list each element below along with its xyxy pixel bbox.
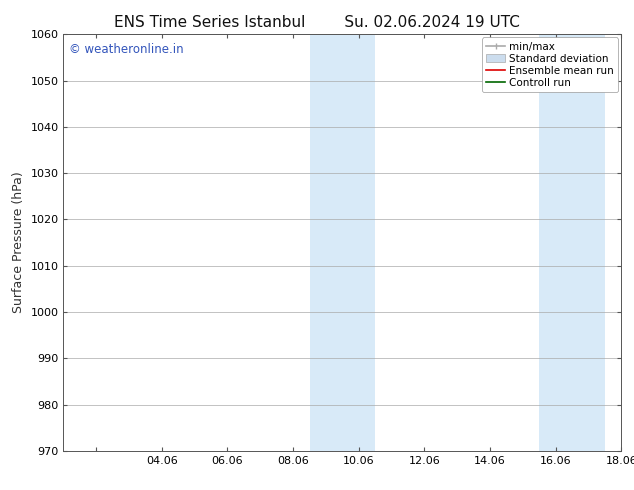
Y-axis label: Surface Pressure (hPa): Surface Pressure (hPa) (12, 172, 25, 314)
Legend: min/max, Standard deviation, Ensemble mean run, Controll run: min/max, Standard deviation, Ensemble me… (482, 37, 618, 92)
Text: ENS Time Series Istanbul        Su. 02.06.2024 19 UTC: ENS Time Series Istanbul Su. 02.06.2024 … (114, 15, 520, 30)
Bar (309, 34, 375, 451)
Text: © weatheronline.in: © weatheronline.in (69, 43, 184, 56)
Bar (540, 34, 605, 451)
